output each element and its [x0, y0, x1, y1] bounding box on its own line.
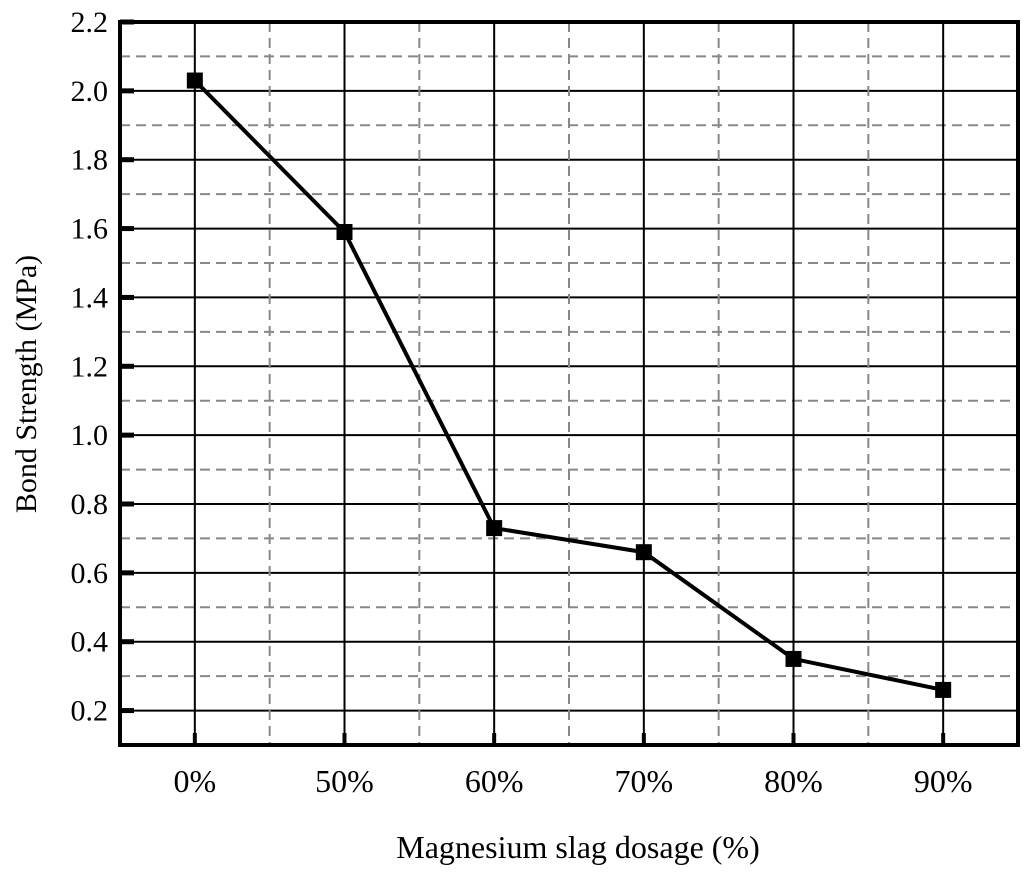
data-point — [785, 650, 802, 667]
x-tick-label: 0% — [174, 763, 217, 799]
grid — [120, 22, 1018, 745]
y-tick-label: 1.8 — [71, 144, 109, 177]
x-tick-label: 70% — [615, 763, 674, 799]
data-point — [635, 544, 652, 561]
y-tick-label: 2.2 — [71, 6, 109, 39]
y-tick-label: 0.8 — [71, 488, 109, 521]
data-point — [486, 520, 503, 537]
x-tick-label: 80% — [764, 763, 823, 799]
x-tick-label: 50% — [315, 763, 374, 799]
x-axis-label: Magnesium slag dosage (%) — [396, 829, 759, 865]
x-tick-label: 60% — [465, 763, 524, 799]
y-axis-label: Bond Strength (MPa) — [10, 255, 43, 513]
y-tick-label: 1.2 — [71, 350, 109, 383]
y-tick-label: 0.2 — [71, 695, 109, 728]
y-tick-label: 1.4 — [71, 281, 109, 314]
plot-frame — [118, 20, 1020, 747]
y-tick-label: 2.0 — [71, 75, 109, 108]
y-tick-label: 0.4 — [71, 626, 109, 659]
y-tick-label: 1.0 — [71, 419, 109, 452]
data-point — [186, 72, 203, 89]
data-point — [336, 224, 353, 241]
data-point — [935, 681, 952, 698]
data-line — [193, 79, 944, 692]
series-line — [186, 72, 952, 698]
y-tick-label: 0.6 — [71, 557, 109, 590]
x-tick-label: 90% — [914, 763, 973, 799]
axes: 0.2 0.4 0.6 0.8 1.0 1.2 1.4 1.6 1.8 2.0 2.2 0% 50% 60… — [71, 6, 1020, 799]
y-tick-label: 1.6 — [71, 213, 109, 246]
